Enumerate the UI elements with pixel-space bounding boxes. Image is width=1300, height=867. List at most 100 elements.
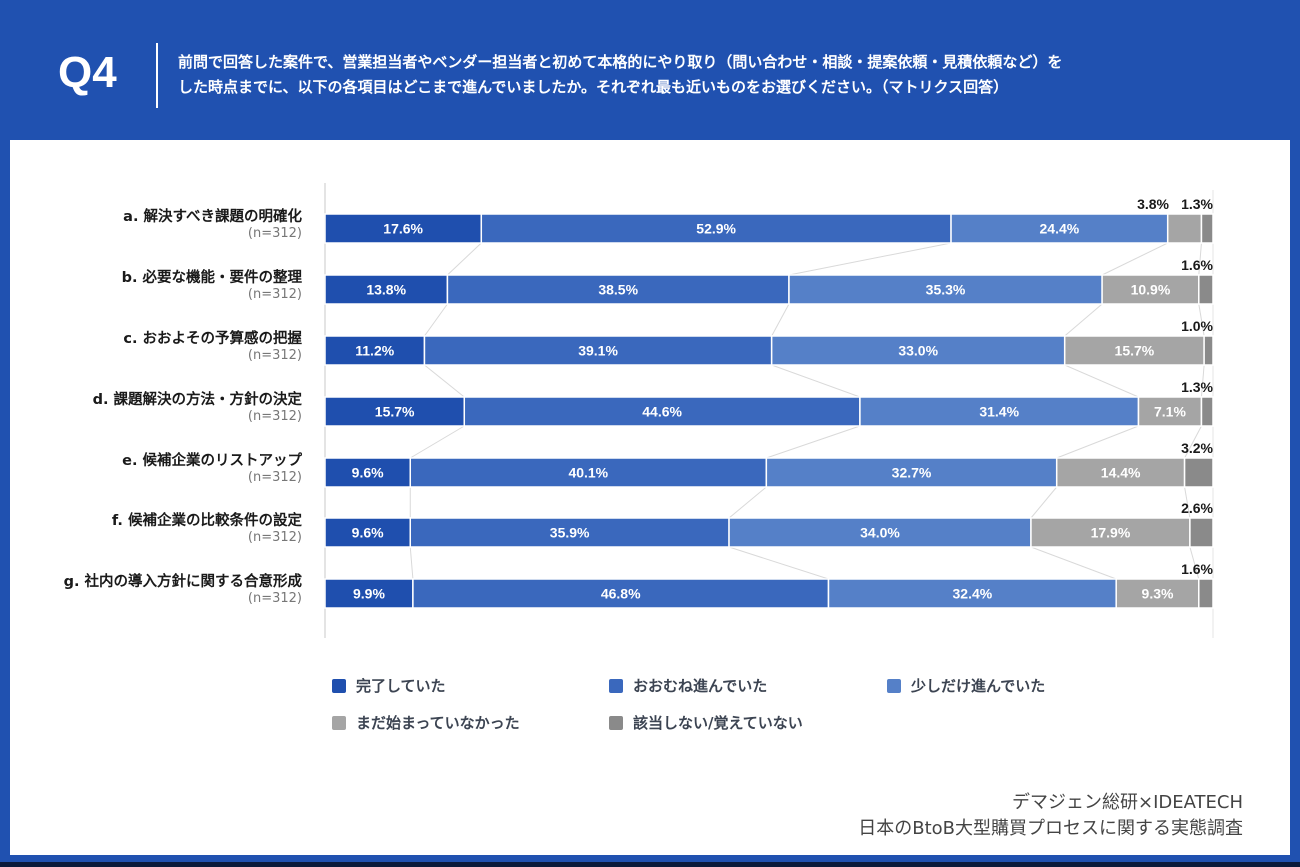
category-sample-size: (n=312) <box>247 226 302 241</box>
data-label: 14.4% <box>1101 465 1141 481</box>
category-name: f. 候補企業の比較条件の設定 <box>111 513 302 529</box>
data-label: 44.6% <box>642 404 682 420</box>
connector-line <box>1030 546 1117 580</box>
connector-line <box>1101 242 1168 276</box>
connector-line <box>1198 303 1205 337</box>
bar-segment <box>1189 517 1214 548</box>
data-label: 9.9% <box>353 586 385 602</box>
category-sample-size: (n=312) <box>247 470 302 485</box>
bar-segment <box>859 396 1140 427</box>
question-id: Q4 <box>58 48 117 97</box>
category-name: e. 候補企業のリストアップ <box>122 453 302 469</box>
bar-segment <box>324 274 449 305</box>
bar-segment <box>1063 335 1205 366</box>
bar-segment <box>324 578 414 609</box>
category-label: c. おおよその予算感の把握 (n=312) <box>123 330 302 364</box>
data-label: 38.5% <box>598 282 638 298</box>
connector-line <box>766 425 861 459</box>
category-sample-size: (n=312) <box>247 287 302 302</box>
data-label: 2.6% <box>1181 500 1213 516</box>
category-sample-size: (n=312) <box>247 530 302 545</box>
data-label: 3.8% <box>1137 196 1169 212</box>
connector-line <box>1184 425 1202 459</box>
connector-line <box>1200 364 1205 398</box>
category-sample-size: (n=312) <box>247 348 302 363</box>
data-label: 32.4% <box>953 586 993 602</box>
category-label: e. 候補企業のリストアップ (n=312) <box>122 452 302 486</box>
data-label: 9.6% <box>352 465 384 481</box>
connector-line <box>1030 486 1058 519</box>
bar-segment <box>423 335 773 366</box>
category-label: d. 課題解決の方法・方針の決定 (n=312) <box>93 391 302 425</box>
data-label: 32.7% <box>892 465 932 481</box>
question-text: 前問で回答した案件で、営業担当者やベンダー担当者と初めて本格的にやり取り（問い合… <box>178 50 1178 100</box>
connector-line <box>771 303 790 337</box>
data-label: 15.7% <box>375 404 415 420</box>
data-label: 10.9% <box>1131 282 1171 298</box>
data-label: 1.6% <box>1181 561 1213 577</box>
connector-line <box>788 242 952 276</box>
data-label: 35.9% <box>550 525 590 541</box>
category-name: g. 社内の導入方針に関する合意形成 <box>63 574 302 590</box>
bar-segment <box>1198 578 1214 609</box>
connector-line <box>1056 425 1139 459</box>
data-label: 24.4% <box>1040 221 1080 237</box>
connector-line <box>771 364 861 398</box>
connector-line <box>424 303 448 337</box>
data-label: 33.0% <box>898 343 938 359</box>
category-label: f. 候補企業の比較条件の設定 (n=312) <box>112 512 302 546</box>
bar-segment <box>324 517 411 548</box>
data-label: 31.4% <box>979 404 1019 420</box>
source-line-1: デマジェン総研×IDEATECH <box>1011 792 1243 813</box>
data-label: 39.1% <box>578 343 618 359</box>
bar-segment <box>950 213 1169 244</box>
data-label: 46.8% <box>601 586 641 602</box>
data-label: 7.1% <box>1154 404 1186 420</box>
data-label: 13.8% <box>366 282 406 298</box>
data-label: 40.1% <box>568 465 608 481</box>
data-label: 15.7% <box>1115 343 1155 359</box>
data-label: 35.3% <box>926 282 966 298</box>
connector-line <box>1064 303 1103 337</box>
category-name: c. おおよその予算感の把握 <box>123 331 302 347</box>
data-label: 17.9% <box>1091 525 1131 541</box>
connector-line <box>728 546 829 580</box>
bar-segment <box>1183 457 1214 488</box>
bar-segment <box>1137 396 1203 427</box>
connector-line <box>409 425 465 459</box>
bar-segment <box>770 335 1066 366</box>
connector-line <box>1189 546 1200 580</box>
data-label: 1.3% <box>1181 196 1213 212</box>
data-label: 34.0% <box>860 525 900 541</box>
data-label: 9.3% <box>1142 586 1174 602</box>
question-line-1: 前問で回答した案件で、営業担当者やベンダー担当者と初めて本格的にやり取り（問い合… <box>178 53 1063 71</box>
bar-segment <box>480 213 952 244</box>
data-label: 9.6% <box>352 525 384 541</box>
bar-segment <box>1166 213 1203 244</box>
bar-segment <box>788 274 1103 305</box>
connector-line <box>1064 364 1139 398</box>
connector-line <box>447 242 482 276</box>
bar-segment <box>1203 335 1214 366</box>
category-name: d. 課題解決の方法・方針の決定 <box>92 392 302 408</box>
data-label: 52.9% <box>696 221 736 237</box>
bottom-strip <box>0 862 1300 867</box>
connector-line <box>728 486 767 519</box>
source-line-2: 日本のBtoB大型購買プロセスに関する実態調査 <box>858 818 1243 839</box>
connector-line <box>1198 242 1202 276</box>
data-label: 1.6% <box>1181 257 1213 273</box>
category-label: g. 社内の導入方針に関する合意形成 (n=312) <box>64 573 302 607</box>
category-label: b. 必要な機能・要件の整理 (n=312) <box>122 269 302 303</box>
source-credit: デマジェン総研×IDEATECH 日本のBtoB大型購買プロセスに関する実態調査 <box>858 790 1243 842</box>
category-sample-size: (n=312) <box>247 409 302 424</box>
category-name: a. 解決すべき課題の明確化 <box>123 209 302 225</box>
bar-segment <box>1030 517 1191 548</box>
data-label: 1.3% <box>1181 379 1213 395</box>
data-label: 17.6% <box>383 221 423 237</box>
data-label: 11.2% <box>355 343 394 359</box>
bar-segment <box>324 213 483 244</box>
bar-segment <box>324 335 426 366</box>
connector-line <box>409 546 414 580</box>
bar-segment <box>827 578 1117 609</box>
